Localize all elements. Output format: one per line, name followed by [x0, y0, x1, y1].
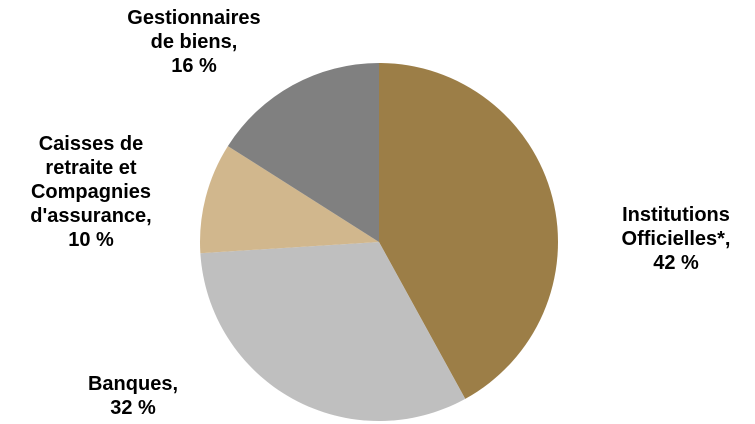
pie-slice-label-3: Caisses de retraite et Compagnies d'assuran…	[30, 133, 151, 251]
pie-slice-label-line: Compagnies	[31, 181, 151, 203]
pie-slice-label-line: 10 %	[68, 229, 114, 251]
pie-slice-label-line: Officielles*,	[622, 228, 731, 250]
pie-slice-label-line: 32 %	[110, 397, 156, 419]
pie-slice-label-line: 42 %	[653, 252, 699, 274]
pie-slice-label-line: retraite et	[45, 157, 136, 179]
pie-slice-label-2: Banques, 32 %	[88, 373, 178, 419]
pie-slice-label-line: Caisses de	[39, 133, 144, 155]
pie-slice-label-line: 16 %	[171, 55, 217, 77]
pie-slice-label-line: Gestionnaires	[127, 7, 260, 29]
pie-slice-label-1: Institutions Officielles*, 42 %	[622, 204, 731, 274]
pie-slices	[200, 63, 558, 421]
pie-slice-label-line: Banques,	[88, 373, 178, 395]
pie-slice-label-line: d'assurance,	[30, 205, 151, 227]
pie-slice-label-line: de biens,	[151, 31, 238, 53]
pie-slice-label-4: Gestionnaires de biens, 16 %	[127, 7, 260, 77]
pie-slice-label-line: Institutions	[622, 204, 730, 226]
